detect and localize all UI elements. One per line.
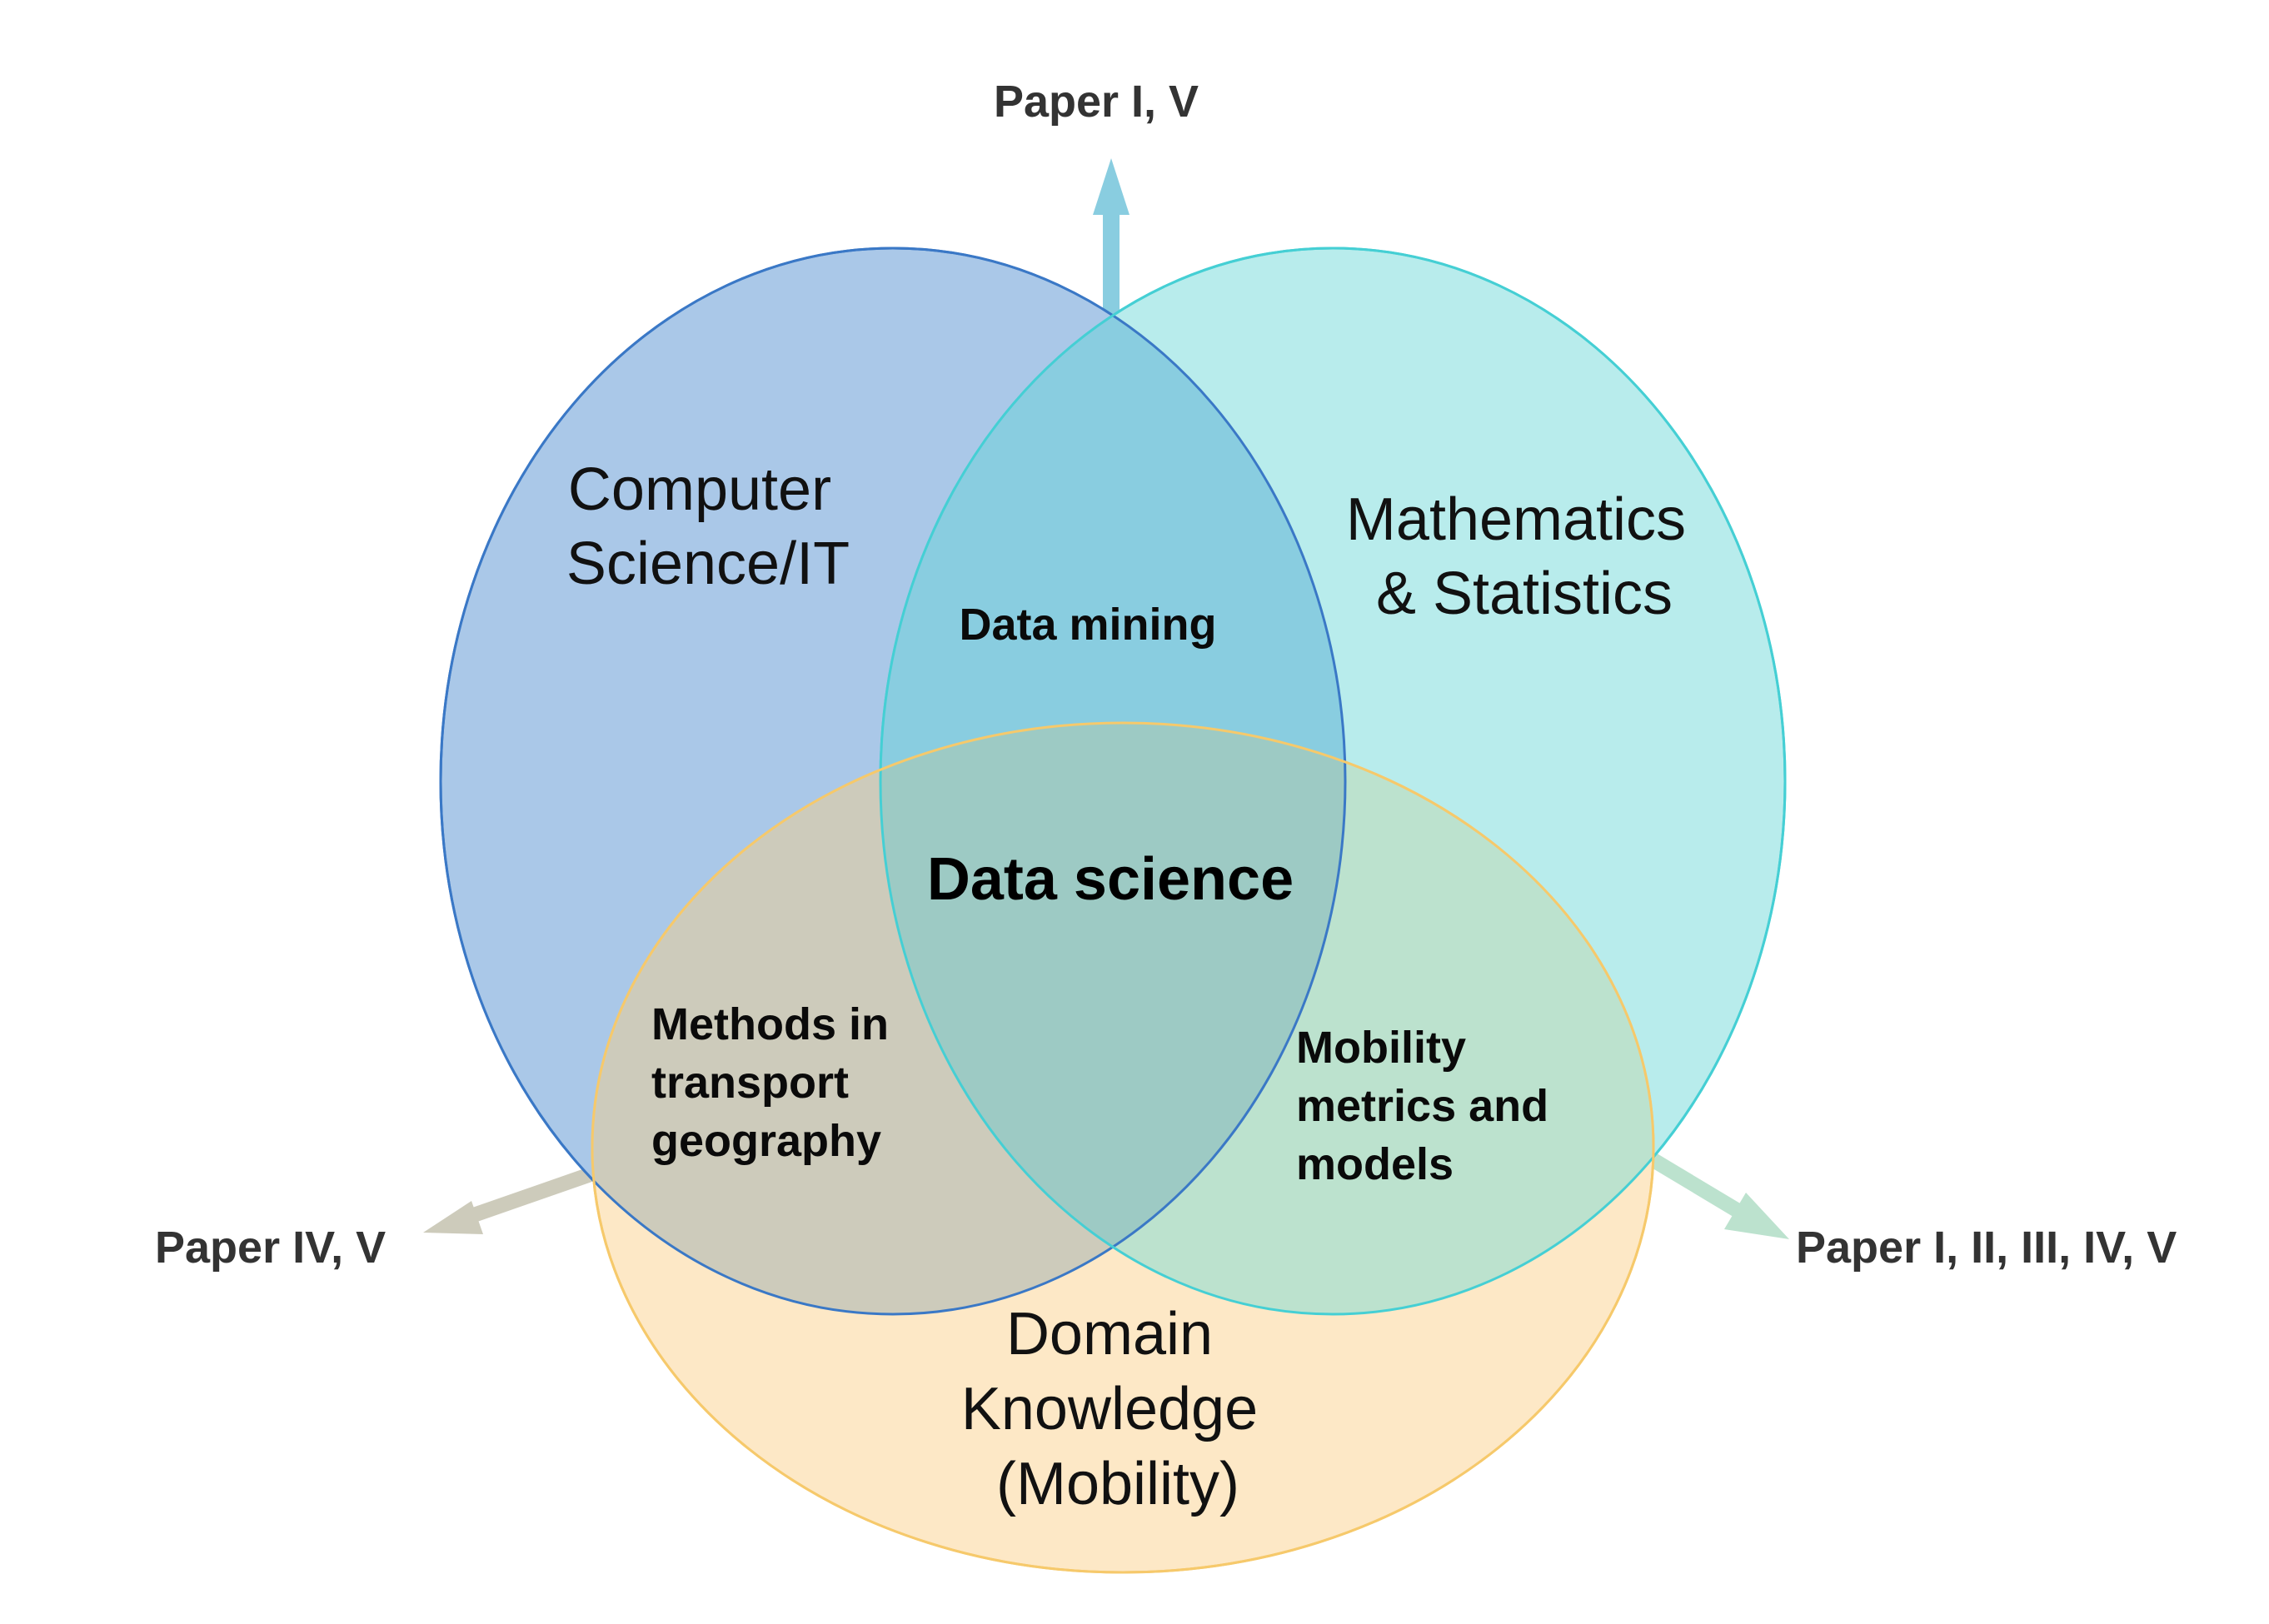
transport-methods-label-line: Methods in — [651, 999, 889, 1049]
mobility-metrics-label-line: Mobility — [1296, 1023, 1466, 1073]
transport-methods-label-line: transport — [651, 1058, 849, 1108]
domain-knowledge-outline — [591, 721, 1655, 1574]
data-science-region — [880, 723, 1345, 1314]
domain-knowledge-label-line: Knowledge — [961, 1376, 1258, 1442]
transport-methods-label: Methods in transport geography — [651, 999, 901, 1166]
data-mining-label: Data mining — [959, 600, 1216, 650]
arrow-top-shaft — [1103, 208, 1120, 318]
arrow-right-shaft — [1645, 1151, 1745, 1219]
computer-science-label: Computer Science/IT — [566, 456, 850, 597]
arrow-right — [1645, 1151, 1789, 1239]
mathematics-label-line: Mathematics — [1346, 486, 1686, 553]
data-science-label: Data science — [927, 846, 1294, 913]
domain-knowledge-label-line: (Mobility) — [996, 1451, 1239, 1517]
arrow-left-shaft — [464, 1166, 596, 1225]
paper-label-left: Paper IV, V — [155, 1223, 386, 1273]
arrow-left-head — [423, 1201, 483, 1234]
paper-label-right: Paper I, II, III, IV, V — [1796, 1223, 2177, 1273]
computer-science-outline — [439, 247, 1347, 1316]
arrow-left — [423, 1166, 596, 1234]
domain-knowledge-label-line: Domain — [1006, 1301, 1213, 1367]
domain-knowledge-label: Domain Knowledge (Mobility) — [961, 1301, 1274, 1517]
arrow-top-head — [1093, 158, 1130, 215]
mathematics-label-line: & Statistics — [1376, 560, 1673, 627]
mobility-metrics-label-line: models — [1296, 1139, 1454, 1189]
mobility-metrics-label: Mobility metrics and models — [1296, 1023, 1561, 1189]
computer-science-label-line: Computer — [568, 456, 831, 523]
mathematics-outline — [879, 247, 1787, 1316]
mobility-metrics-label-line: metrics and — [1296, 1081, 1548, 1131]
arrow-top — [1093, 158, 1130, 318]
paper-label-top: Paper I, V — [994, 77, 1199, 127]
arrow-right-head — [1724, 1193, 1789, 1239]
computer-science-label-line: Science/IT — [566, 531, 850, 597]
transport-methods-label-line: geography — [651, 1116, 881, 1166]
mathematics-label: Mathematics & Statistics — [1346, 486, 1703, 627]
